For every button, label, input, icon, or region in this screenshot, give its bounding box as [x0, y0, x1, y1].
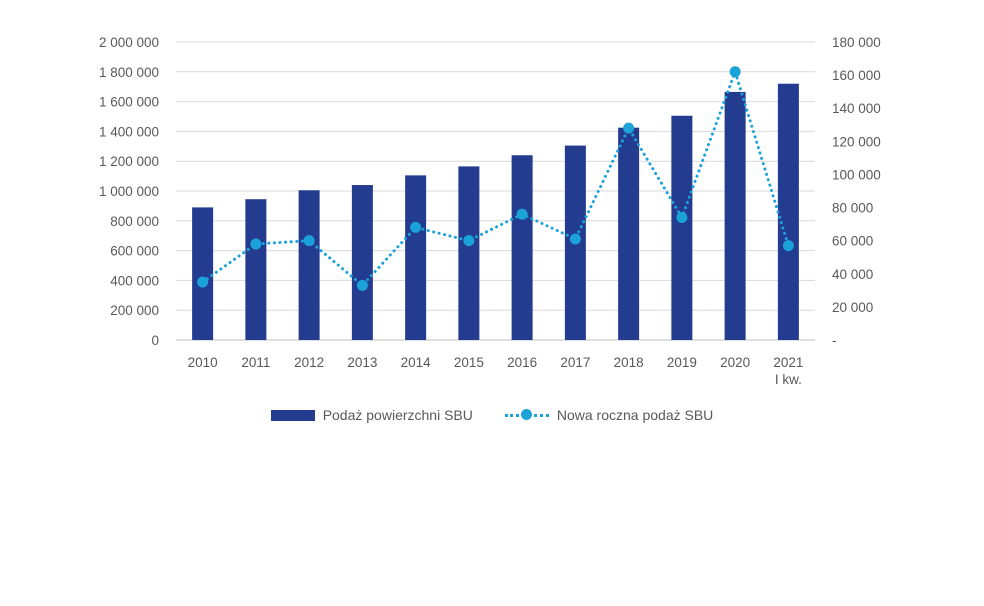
x-tick-label: 2011 [241, 355, 270, 370]
x-tick-label: 2016 [507, 355, 537, 370]
line-point [569, 233, 581, 245]
legend: Podaż powierzchni SBU Nowa roczna podaż … [0, 407, 984, 423]
line-point [516, 208, 528, 220]
bar [511, 155, 533, 340]
left-tick-label: 1 000 000 [99, 184, 159, 199]
bar [618, 127, 640, 340]
right-tick-label: 20 000 [832, 300, 873, 315]
line-series [197, 66, 794, 291]
right-tick-label: 140 000 [832, 101, 881, 116]
left-tick-label: 1 800 000 [99, 65, 159, 80]
left-tick-label: 1 200 000 [99, 154, 159, 169]
right-tick-label: 180 000 [832, 35, 881, 50]
left-tick-label: 1 400 000 [99, 124, 159, 139]
x-tick-label: 2014 [401, 355, 432, 370]
legend-swatch-bar [270, 409, 315, 421]
bar [458, 166, 480, 340]
x-tick-label: 2017 [560, 355, 590, 370]
x-tick-label: 2021 [773, 355, 803, 370]
right-tick-label: 40 000 [832, 267, 873, 282]
bar [405, 175, 427, 340]
legend-label-line: Nowa roczna podaż SBU [556, 407, 714, 423]
right-tick-label: 120 000 [832, 134, 881, 149]
x-tick-label: 2019 [667, 355, 697, 370]
bar [777, 83, 799, 340]
legend-item-line: Nowa roczna podaż SBU [504, 407, 714, 423]
x-tick-label: 2020 [720, 355, 750, 370]
line-point [782, 240, 794, 252]
right-axis: - 20 000 40 000 60 000 80 000 100 000 120 000 1… [832, 35, 881, 348]
line-point [356, 279, 368, 291]
line-point [250, 238, 262, 250]
left-tick-label: 1 600 000 [99, 95, 159, 110]
line-point [463, 235, 475, 247]
bar [298, 190, 320, 340]
right-tick-label: 60 000 [832, 234, 873, 249]
right-tick-label: 80 000 [832, 201, 873, 216]
bar-series [192, 83, 799, 340]
x-tick-label: 2018 [614, 355, 644, 370]
left-tick-label: 600 000 [110, 244, 159, 259]
series-line [201, 67, 790, 288]
line-point [623, 122, 635, 134]
legend-label-bars: Podaż powierzchni SBU [322, 407, 473, 423]
right-tick-label: 160 000 [832, 68, 881, 83]
bar [192, 207, 214, 340]
line-point [410, 221, 422, 233]
bar [671, 115, 693, 340]
line-point [729, 66, 741, 78]
right-tick-label: 100 000 [832, 167, 881, 182]
line-point [303, 235, 315, 247]
legend-item-bars: Podaż powierzchni SBU [270, 407, 473, 423]
bar [245, 199, 267, 340]
bar [724, 91, 746, 340]
left-tick-label: 2 000 000 [99, 35, 159, 50]
bar [351, 185, 373, 340]
x-tick-label: 2010 [188, 355, 218, 370]
right-tick-label: - [832, 333, 837, 348]
x-tick-label: 2015 [454, 355, 484, 370]
left-tick-label: 0 [151, 333, 159, 348]
left-axis: 0 200 000 400 000 600 000 800 000 1 000 000 1 … [99, 35, 159, 348]
x-tick-label: I kw. [775, 372, 802, 387]
line-point [197, 276, 209, 288]
legend-swatch-line [504, 409, 549, 421]
x-tick-label: 2013 [347, 355, 377, 370]
left-tick-label: 800 000 [110, 214, 159, 229]
x-axis: 2010 2011 2012 2013 2014 2015 2016 2017 2018 2019… [188, 355, 804, 387]
left-tick-label: 200 000 [110, 303, 159, 318]
x-tick-label: 2012 [294, 355, 324, 370]
line-point [676, 211, 688, 223]
left-tick-label: 400 000 [110, 273, 159, 288]
gridlines [176, 41, 815, 341]
